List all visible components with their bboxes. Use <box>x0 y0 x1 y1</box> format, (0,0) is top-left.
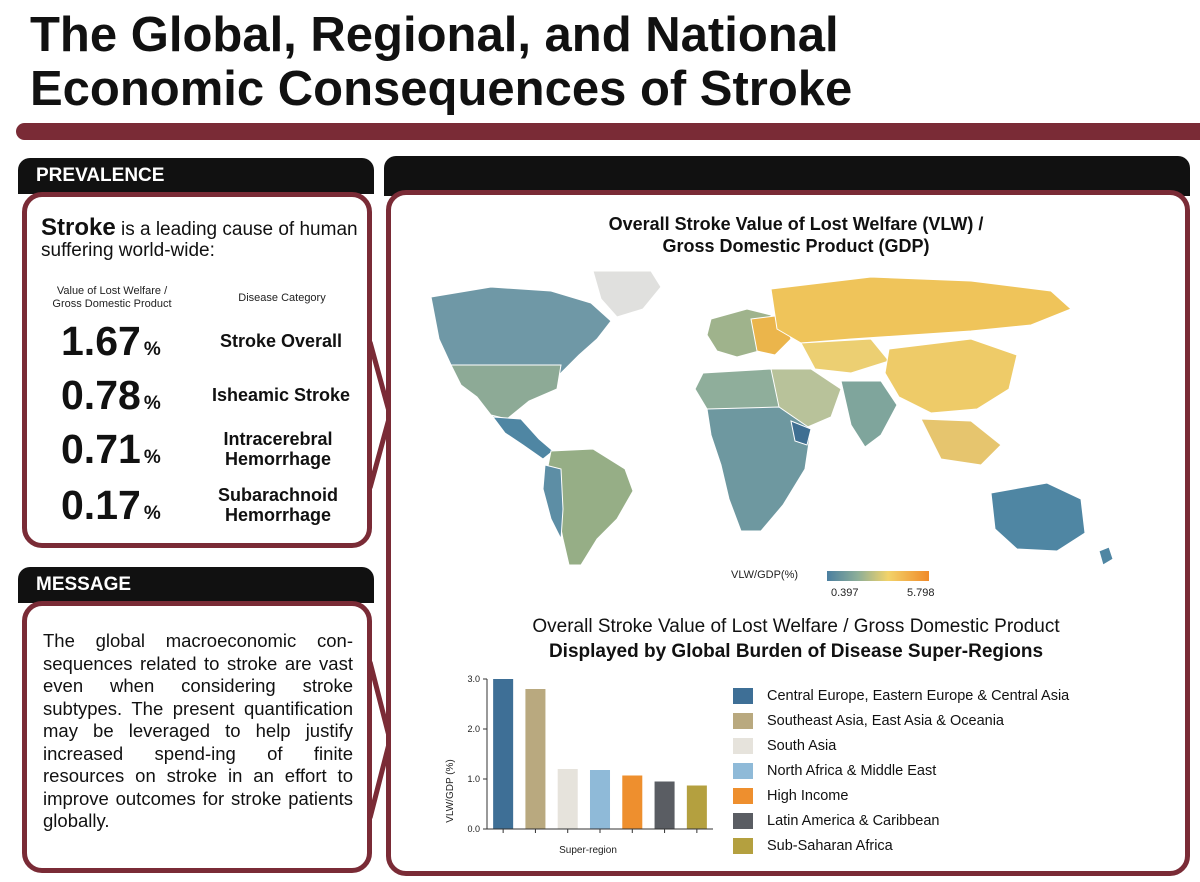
legend-item: Southeast Asia, East Asia & Oceania <box>733 708 1153 733</box>
map-region-china <box>884 338 1018 414</box>
map-region-south-asia <box>840 380 898 448</box>
y-tick-label: 1.0 <box>467 774 480 784</box>
scale-min: 0.397 <box>831 587 859 599</box>
legend-swatch <box>733 812 753 829</box>
stat-unit: % <box>143 447 161 468</box>
legend-item: Central Europe, Eastern Europe & Central… <box>733 683 1153 708</box>
map-region-russia <box>770 276 1072 344</box>
stat-label: Isheamic Stroke <box>211 385 351 405</box>
stat-value: 0.71% <box>61 425 161 482</box>
stat-row: 1.67% Stroke Overall <box>27 317 367 369</box>
bar-3 <box>557 769 578 829</box>
legend-item: South Asia <box>733 733 1153 758</box>
legend-swatch <box>733 737 753 754</box>
stat-unit: % <box>143 393 161 414</box>
scale-max: 5.798 <box>907 587 935 599</box>
title-line-2: Economic Consequences of Stroke <box>30 62 853 116</box>
scale-label: VLW/GDP(%) <box>731 569 799 581</box>
bar-5 <box>622 775 643 829</box>
legend-label: Central Europe, Eastern Europe & Central… <box>767 687 1070 704</box>
legend-label: North Africa & Middle East <box>767 762 937 779</box>
bar-2 <box>525 689 546 829</box>
bar-4 <box>589 770 611 829</box>
stat-value: 1.67% <box>61 317 161 374</box>
y-tick-label: 2.0 <box>467 724 480 734</box>
legend-label: Latin America & Caribbean <box>767 812 940 829</box>
stat-value: 0.17% <box>61 481 161 538</box>
bars-layer <box>493 679 707 829</box>
scale-gradient-bar <box>827 571 929 581</box>
bar-6 <box>654 781 675 829</box>
map-region-horn-of-africa <box>790 420 812 446</box>
stat-label: Intracerebral Hemorrhage <box>223 429 333 469</box>
stat-number: 0.78 <box>61 372 141 418</box>
message-panel: The global macroeconomic con-sequences r… <box>22 601 372 873</box>
map-region-australia <box>990 482 1086 552</box>
stat-label: Stroke Overall <box>219 331 343 351</box>
stat-label: Subarachnoid Hemorrhage <box>217 485 338 525</box>
map-title-line1: Overall Stroke Value of Lost Welfare (VL… <box>608 214 984 234</box>
stat-unit: % <box>143 339 161 360</box>
legend-label: Southeast Asia, East Asia & Oceania <box>767 712 1004 729</box>
legend-swatch <box>733 762 753 779</box>
legend-label: South Asia <box>767 737 837 754</box>
column-header-vlw-line1: Value of Lost Welfare / <box>56 285 168 297</box>
legend-label: High Income <box>767 787 849 804</box>
legend-swatch <box>733 787 753 804</box>
stat-row: 0.17% Subarachnoid Hemorrhage <box>27 481 367 533</box>
bar-1 <box>493 679 514 829</box>
stat-value: 0.78% <box>61 371 161 428</box>
map-region-greenland <box>592 270 662 318</box>
message-text: The global macroeconomic con-sequences r… <box>43 630 353 831</box>
map-region-central-america <box>491 416 554 460</box>
map-region-new-zealand <box>1098 546 1114 566</box>
figure-header <box>384 156 1190 196</box>
bar-7 <box>686 785 707 829</box>
y-tick-label: 0.0 <box>467 824 480 834</box>
legend-item: Sub-Saharan Africa <box>733 833 1153 858</box>
column-header-vlw: Value of Lost Welfare / Gross Domestic P… <box>37 285 187 311</box>
figure-panel: Overall Stroke Value of Lost Welfare (VL… <box>386 190 1190 876</box>
stat-row: 0.78% Isheamic Stroke <box>27 371 367 423</box>
chart-title: Overall Stroke Value of Lost Welfare / G… <box>532 616 1060 637</box>
map-title-line2: Gross Domestic Product (GDP) <box>662 236 930 256</box>
chart-subtitle: Displayed by Global Burden of Disease Su… <box>548 641 1044 662</box>
legend-swatch <box>733 687 753 704</box>
column-header-category: Disease Category <box>238 292 326 304</box>
legend-item: North Africa & Middle East <box>733 758 1153 783</box>
y-axis-label: VLW/GDP (%) <box>445 759 456 823</box>
stat-unit: % <box>143 503 161 524</box>
legend-item: High Income <box>733 783 1153 808</box>
legend-item: Latin America & Caribbean <box>733 808 1153 833</box>
world-map <box>430 270 1114 566</box>
map-title: Overall Stroke Value of Lost Welfare (VL… <box>511 213 1081 257</box>
axis-layer: 0.0 1.0 2.0 3.0 <box>467 674 713 834</box>
map-region-southeast-asia <box>920 418 1002 466</box>
map-region-sub-saharan-africa <box>706 406 812 532</box>
prevalence-panel: Stroke is a leading cause of human suffe… <box>22 192 372 548</box>
page-title: The Global, Regional, and National Econo… <box>30 8 1130 116</box>
stat-row: 0.71% Intracerebral Hemorrhage <box>27 425 367 477</box>
prevalence-header: PREVALENCE <box>18 158 374 194</box>
legend-swatch <box>733 712 753 729</box>
y-tick-label: 3.0 <box>467 674 480 684</box>
title-divider <box>16 123 1200 140</box>
map-region-andes <box>542 464 564 541</box>
stat-number: 1.67 <box>61 318 141 364</box>
column-header-vlw-line2: Gross Domestic Product <box>52 298 172 310</box>
x-axis-label: Super-region <box>559 845 617 856</box>
legend-swatch <box>733 837 753 854</box>
stat-number: 0.71 <box>61 426 141 472</box>
stat-number: 0.17 <box>61 482 141 528</box>
bar-chart: 0.0 1.0 2.0 3.0 VLW/GDP (%) Super-region <box>445 674 713 856</box>
title-line-1: The Global, Regional, and National <box>30 8 839 62</box>
map-region-usa <box>450 364 562 420</box>
legend-label: Sub-Saharan Africa <box>767 837 893 854</box>
prevalence-lead: Stroke is a leading cause of human suffe… <box>41 214 361 262</box>
map-region-central-asia <box>800 338 890 374</box>
chart-legend: Central Europe, Eastern Europe & Central… <box>733 683 1153 858</box>
message-header: MESSAGE <box>18 567 374 603</box>
lead-rest: is a leading cause of human suffering wo… <box>41 219 358 261</box>
lead-bold: Stroke <box>41 214 116 241</box>
